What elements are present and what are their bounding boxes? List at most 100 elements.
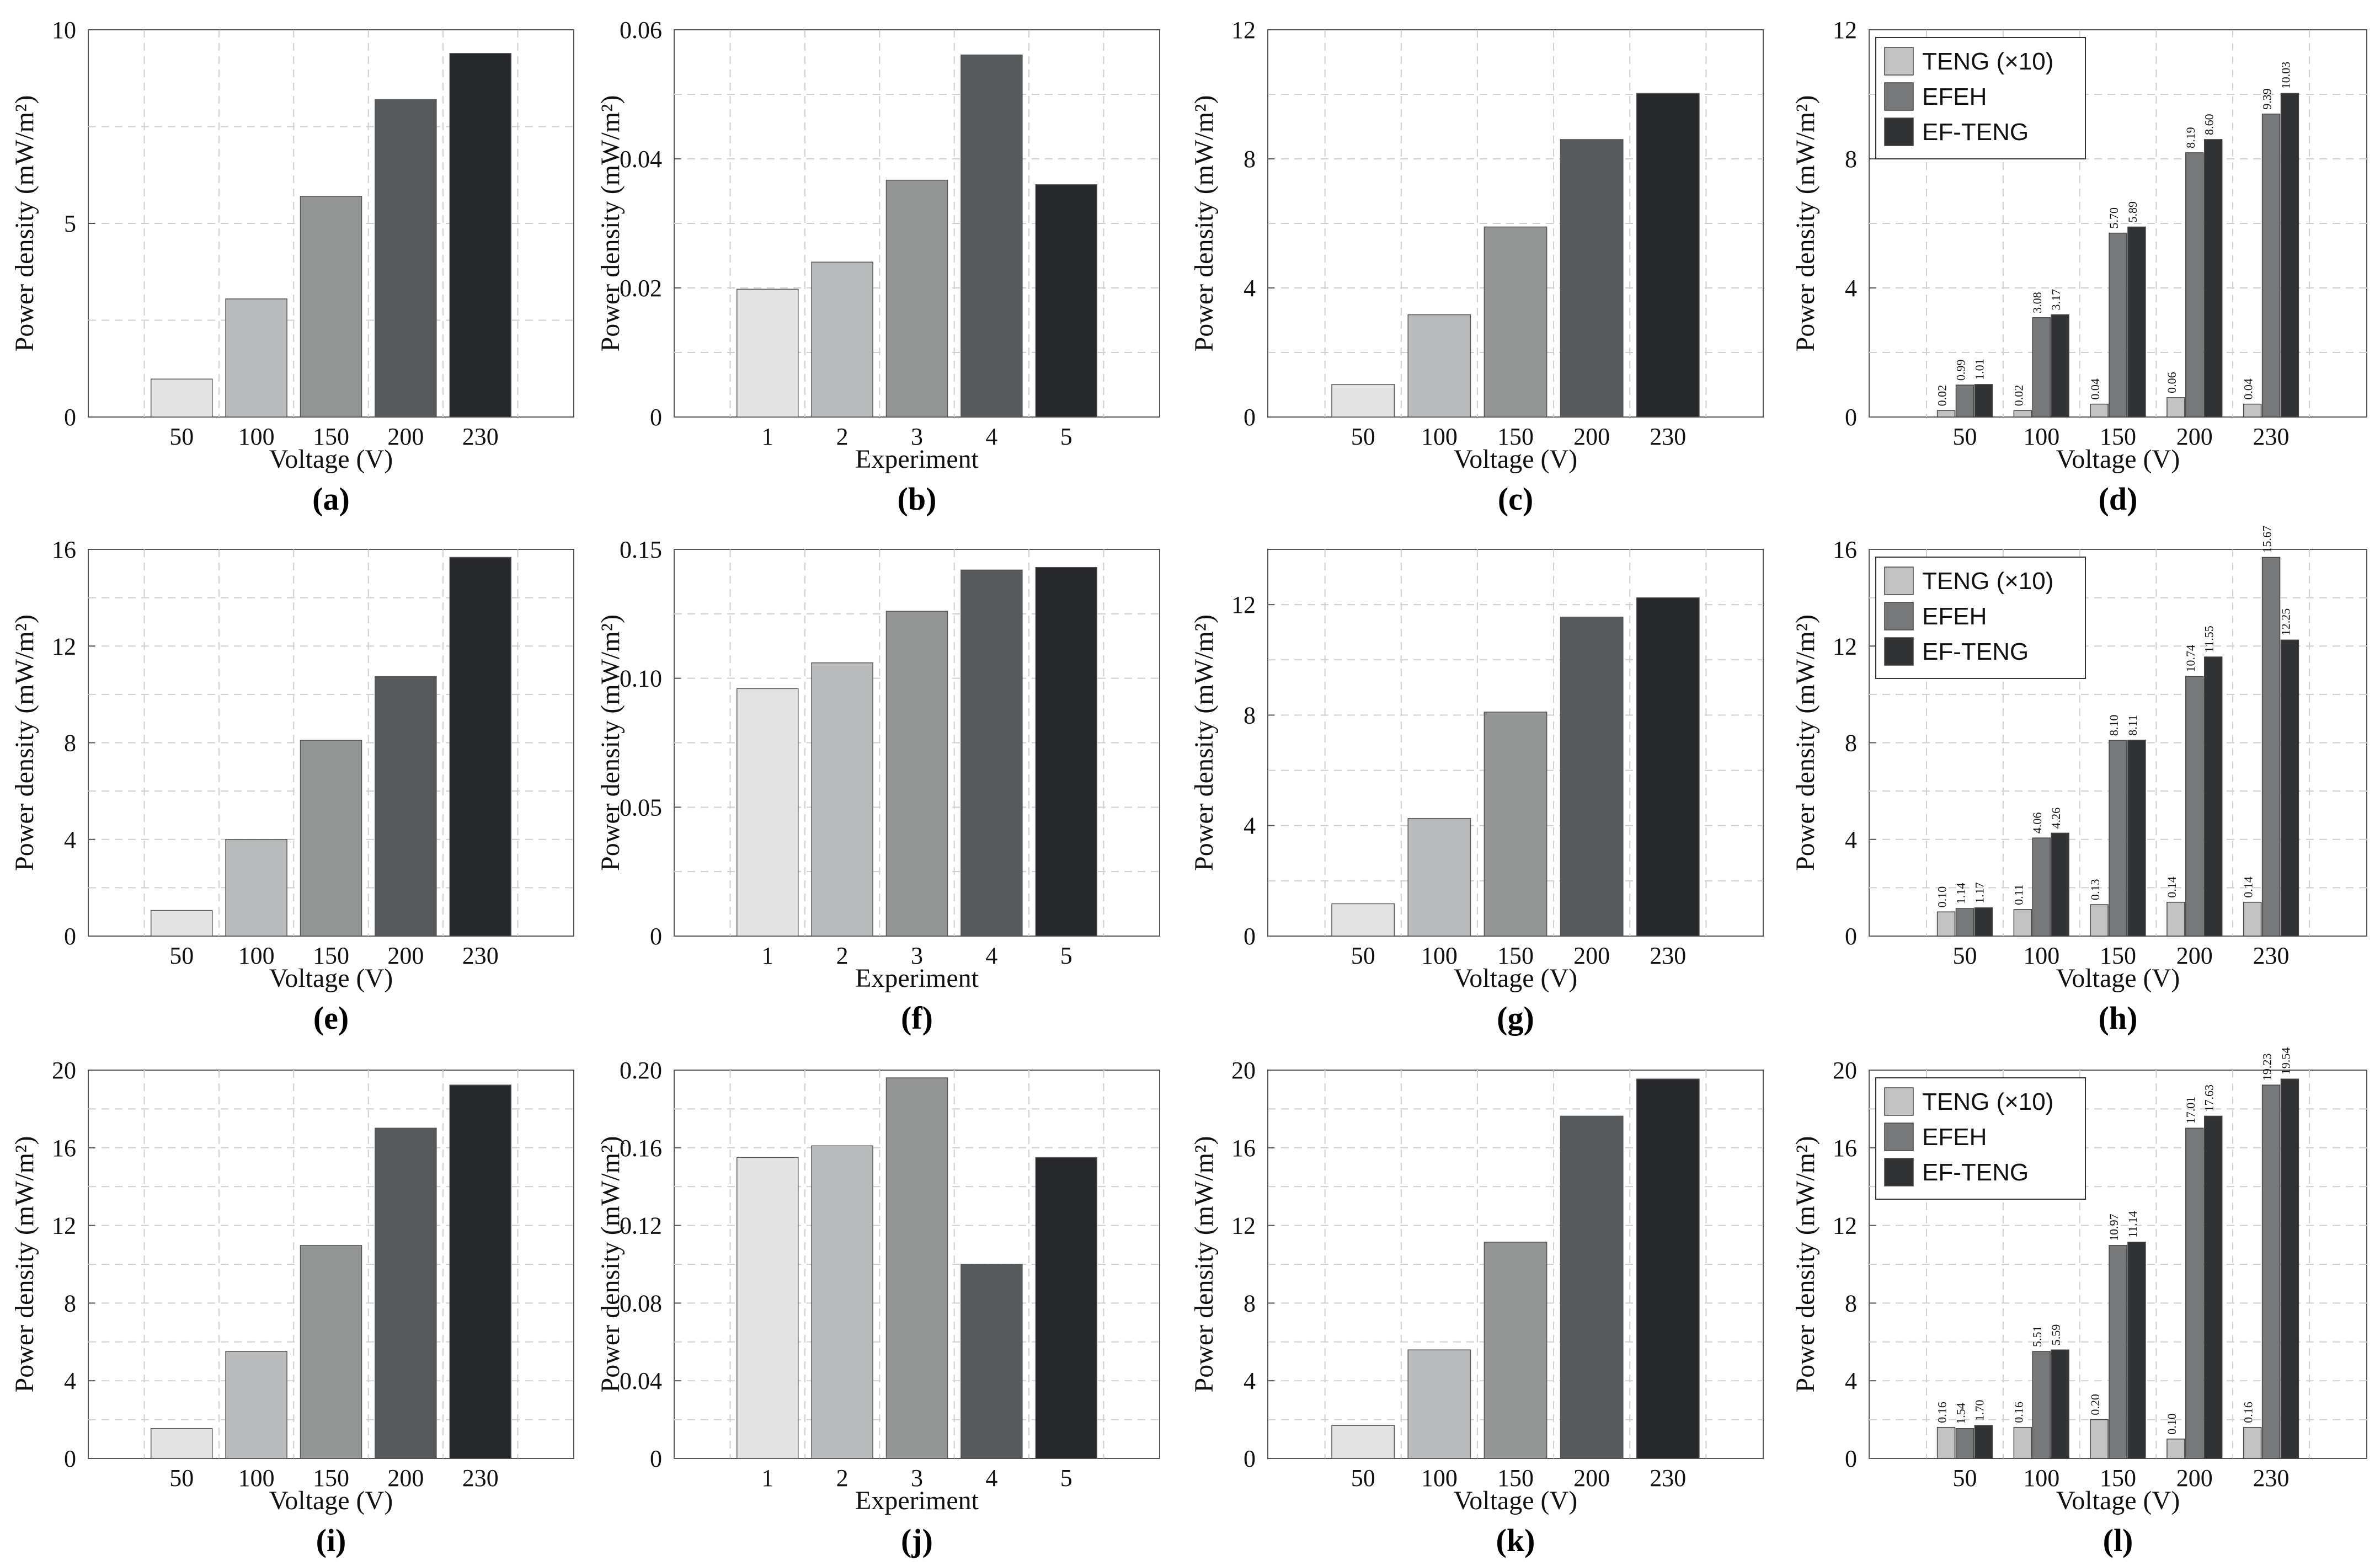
legend-label-d-0: TENG (×10) (1922, 48, 2053, 75)
legend-swatch-l-1 (1884, 1123, 1914, 1151)
y-tick-label-c: 0 (1244, 404, 1256, 431)
data-label-d-s0-3: 0.06 (2165, 372, 2179, 393)
bar-l-s1-1 (2032, 1351, 2051, 1459)
x-tick-label-l-3: 200 (2176, 1465, 2213, 1492)
x-tick-label-i-0: 50 (169, 1465, 194, 1492)
x-axis-title-a: Voltage (V) (269, 445, 393, 474)
bar-f-4 (1035, 566, 1098, 937)
bar-h-s0-0 (1936, 911, 1956, 937)
x-tick-label-k-3: 200 (1573, 1465, 1610, 1492)
x-tick-label-l-4: 230 (2253, 1465, 2290, 1492)
legend-h: TENG (×10) EFEH EF-TENG (1875, 557, 2086, 679)
bar-h-s2-3 (2203, 656, 2223, 937)
bar-h-s2-2 (2127, 739, 2146, 937)
bar-d-s0-3 (2166, 397, 2185, 418)
bar-e-3 (375, 676, 437, 937)
legend-label-d-1: EFEH (1922, 83, 1987, 110)
y-tick-label-b: 0.04 (620, 146, 662, 173)
bar-l-s2-3 (2203, 1115, 2223, 1459)
x-tick-label-c-0: 50 (1351, 423, 1375, 450)
y-tick-label-l: 4 (1845, 1367, 1857, 1394)
data-label-h-s0-3: 0.14 (2165, 876, 2179, 898)
legend-swatch-d-2 (1884, 117, 1914, 146)
bar-h-s1-2 (2109, 740, 2127, 937)
data-label-d-s2-1: 3.17 (2049, 289, 2063, 311)
x-tick-label-a-2: 150 (313, 423, 349, 450)
bar-h-s2-4 (2280, 639, 2299, 937)
bar-c-1 (1407, 314, 1471, 418)
y-tick-label-l: 8 (1845, 1290, 1857, 1317)
bar-i-3 (375, 1127, 437, 1459)
x-tick-label-f-3: 4 (985, 942, 997, 969)
y-tick-label-f: 0 (650, 923, 662, 950)
y-tick-label-j: 0.08 (620, 1290, 662, 1317)
x-tick-label-i-1: 100 (238, 1465, 275, 1492)
x-tick-label-e-0: 50 (169, 942, 194, 969)
x-tick-label-b-1: 2 (836, 423, 849, 450)
bar-h-s0-1 (2013, 909, 2032, 937)
bar-e-4 (449, 557, 512, 937)
data-label-h-s1-3: 10.74 (2184, 645, 2197, 672)
x-tick-label-a-3: 200 (387, 423, 424, 450)
x-axis-title-i: Voltage (V) (269, 1486, 393, 1515)
y-tick-label-g: 0 (1244, 923, 1256, 950)
y-tick-label-b: 0.06 (620, 17, 662, 44)
y-tick-label-h: 8 (1845, 730, 1857, 757)
y-tick-label-h: 12 (1833, 633, 1857, 660)
bar-h-s0-3 (2166, 901, 2185, 937)
bar-d-s0-1 (2013, 410, 2032, 418)
data-label-d-s2-2: 5.89 (2126, 201, 2139, 223)
bar-k-3 (1560, 1115, 1624, 1459)
bar-f-1 (811, 662, 873, 937)
x-tick-label-g-3: 200 (1573, 942, 1610, 969)
y-tick-label-l: 0 (1845, 1445, 1857, 1472)
legend-swatch-d-1 (1884, 82, 1914, 111)
bar-h-s0-2 (2090, 904, 2109, 937)
y-tick-label-l: 12 (1833, 1212, 1857, 1239)
y-tick-label-g: 8 (1244, 702, 1256, 729)
x-axis-title-c: Voltage (V) (1454, 445, 1577, 474)
legend-label-h-0: TENG (×10) (1922, 568, 2053, 595)
data-label-l-s1-2: 10.97 (2107, 1214, 2121, 1241)
y-axis-title-h: Power density (mW/m²) (1791, 614, 1820, 871)
y-tick-label-k: 4 (1244, 1367, 1256, 1394)
data-label-d-s0-0: 0.02 (1935, 385, 1949, 407)
x-axis-title-j: Experiment (855, 1486, 979, 1515)
panel-label-c: (c) (1498, 481, 1533, 517)
chart-g: 0 4 8 12 50 100 150 200 230 Voltage (V) Power dens… (1189, 549, 1764, 1036)
x-tick-label-d-3: 200 (2176, 423, 2213, 450)
data-label-d-s1-0: 0.99 (1954, 360, 1967, 381)
y-tick-label-i: 4 (64, 1367, 76, 1394)
legend-label-l-2: EF-TENG (1922, 1159, 2029, 1186)
y-axis-title-c: Power density (mW/m²) (1189, 95, 1219, 352)
bar-d-s2-0 (1974, 384, 1993, 418)
y-tick-label-k: 20 (1231, 1057, 1256, 1084)
data-label-h-s1-4: 15.67 (2260, 526, 2274, 553)
y-tick-label-c: 8 (1244, 146, 1256, 173)
data-label-d-s1-4: 9.39 (2260, 88, 2274, 110)
y-tick-label-e: 0 (64, 923, 76, 950)
y-tick-label-f: 0.05 (620, 794, 662, 821)
bar-d-s0-2 (2090, 403, 2109, 418)
data-label-h-s2-3: 11.55 (2202, 626, 2216, 653)
data-label-h-s2-2: 8.11 (2126, 715, 2139, 736)
panel-label-k: (k) (1496, 1522, 1535, 1558)
chart-l: 0 4 8 12 16 20 0.16 0.16 0.20 0.10 0.16 1.54 5.51 10.… (1791, 1047, 2367, 1558)
y-axis-title-d: Power density (mW/m²) (1791, 95, 1820, 352)
x-tick-label-h-3: 200 (2176, 942, 2213, 969)
y-tick-label-j: 0.04 (620, 1367, 662, 1394)
bar-l-s2-1 (2051, 1349, 2069, 1459)
y-tick-label-e: 16 (52, 536, 76, 563)
y-tick-label-k: 16 (1231, 1135, 1256, 1162)
data-label-d-s2-0: 1.01 (1972, 359, 1986, 380)
data-label-l-s0-1: 0.16 (2011, 1402, 2025, 1423)
y-tick-label-i: 20 (52, 1057, 76, 1084)
data-label-l-s1-3: 17.01 (2184, 1097, 2197, 1124)
data-label-d-s1-1: 3.08 (2030, 292, 2044, 313)
x-tick-label-f-1: 2 (836, 942, 849, 969)
bar-d-s1-2 (2109, 232, 2127, 418)
legend-swatch-l-0 (1884, 1087, 1914, 1116)
x-tick-label-g-1: 100 (1421, 942, 1458, 969)
data-label-l-s2-1: 5.59 (2049, 1324, 2063, 1346)
